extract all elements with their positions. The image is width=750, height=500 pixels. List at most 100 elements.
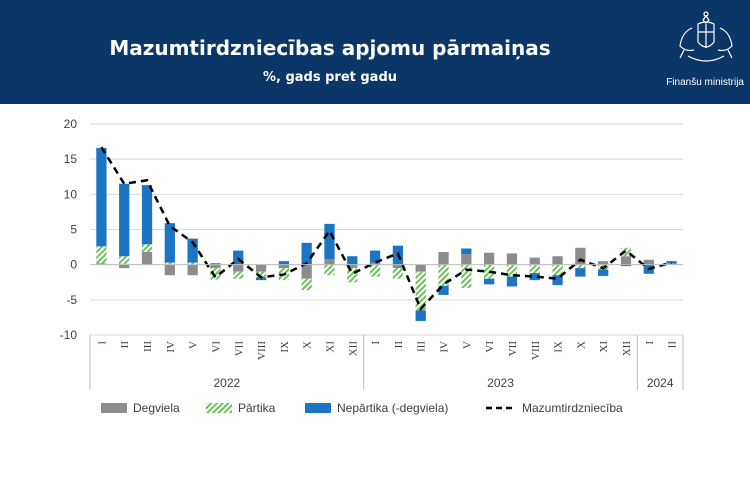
month-label: I — [370, 341, 382, 345]
month-label: II — [393, 341, 405, 349]
food-bar — [506, 264, 518, 277]
nonfood-bar — [461, 248, 472, 255]
nonfood-bar — [164, 223, 175, 263]
month-label: XI — [598, 341, 610, 353]
y-tick-label: -10 — [60, 328, 78, 342]
legend-label: Degviela — [133, 401, 180, 415]
fuel-bar — [529, 257, 540, 265]
nonfood-bar — [141, 185, 153, 245]
legend-swatch — [305, 403, 331, 413]
food-bar — [484, 264, 495, 279]
month-label: V — [188, 341, 200, 349]
fuel-bar — [347, 264, 358, 269]
fuel-bar — [461, 254, 472, 265]
fuel-bar — [620, 256, 632, 265]
month-label: VI — [210, 341, 222, 353]
nonfood-bar — [415, 310, 426, 321]
month-label: VIII — [256, 341, 268, 360]
fuel-bar — [210, 264, 221, 269]
nonfood-bar — [119, 183, 130, 257]
fuel-bar — [301, 264, 312, 279]
nonfood-bar — [552, 275, 563, 286]
food-bar — [552, 264, 563, 276]
fuel-bar — [415, 264, 426, 272]
nonfood-bar — [529, 273, 540, 281]
food-bar — [575, 264, 586, 269]
ministry-name: Finanšu ministrija — [666, 77, 744, 88]
month-label: IV — [439, 341, 451, 353]
legend-swatch — [101, 403, 127, 413]
food-bar — [210, 268, 221, 280]
legend-swatch — [206, 403, 232, 413]
legend-label: Pārtika — [238, 401, 276, 415]
nonfood-bar — [506, 276, 518, 287]
food-bar — [301, 278, 312, 290]
retail-total-line — [100, 146, 672, 312]
food-bar — [164, 262, 175, 265]
fuel-bar — [506, 253, 518, 265]
y-tick-label: 5 — [70, 223, 77, 237]
month-label: VI — [484, 341, 496, 353]
food-bar — [187, 262, 198, 265]
food-bar — [141, 244, 153, 253]
food-bar — [461, 264, 472, 288]
nonfood-bar — [620, 264, 632, 267]
nonfood-bar — [301, 242, 312, 265]
fuel-bar — [575, 247, 586, 265]
fuel-bar — [141, 252, 153, 265]
month-label: IX — [553, 341, 565, 353]
nonfood-bar — [210, 263, 221, 265]
nonfood-bar — [255, 277, 267, 281]
month-label: I — [644, 341, 656, 345]
food-bar — [529, 264, 540, 274]
nonfood-bar — [484, 278, 495, 285]
nonfood-bar — [438, 285, 449, 295]
food-bar — [119, 256, 130, 265]
nonfood-bar — [278, 261, 289, 265]
food-bar — [96, 246, 107, 264]
month-label: III — [416, 341, 428, 352]
year-label: 2023 — [487, 376, 514, 390]
month-label: VII — [507, 341, 519, 357]
month-label: XI — [325, 341, 337, 353]
nonfood-bar — [369, 250, 381, 263]
food-bar — [347, 268, 358, 283]
fuel-bar — [552, 256, 563, 265]
month-label: VIII — [530, 341, 542, 360]
chart-subtitle: %, gads pret gadu — [262, 70, 398, 85]
fuel-bar — [119, 264, 130, 269]
month-label: IV — [165, 341, 177, 353]
fuel-bar — [438, 252, 449, 265]
food-bar — [415, 271, 426, 311]
fuel-bar — [255, 264, 267, 272]
month-label: V — [461, 341, 473, 349]
year-label: 2024 — [647, 376, 674, 390]
fuel-bar — [164, 264, 175, 276]
nonfood-bar — [575, 268, 586, 277]
fuel-bar — [392, 264, 404, 269]
month-label: X — [575, 341, 587, 349]
food-bar — [438, 264, 449, 286]
nonfood-bar — [598, 269, 609, 276]
y-tick-label: -5 — [66, 293, 77, 307]
month-label: VII — [233, 341, 245, 357]
food-bar — [324, 264, 335, 276]
legend-label: Mazumtirdzniecība — [522, 401, 623, 415]
fuel-bar — [484, 252, 495, 265]
month-label: XII — [347, 341, 359, 357]
fuel-bar — [643, 259, 654, 265]
header-banner: Mazumtirdzniecības apjomu pārmaiņas %, g… — [0, 0, 750, 104]
fuel-bar — [233, 264, 244, 272]
y-tick-label: 15 — [64, 152, 78, 166]
month-label: II — [119, 341, 131, 349]
fuel-bar — [278, 264, 289, 269]
month-label: III — [142, 341, 154, 352]
food-bar — [255, 271, 267, 278]
fuel-bar — [96, 263, 107, 265]
legend-label: Nepārtika (-degviela) — [337, 401, 448, 415]
chart-title: Mazumtirdzniecības apjomu pārmaiņas — [109, 36, 551, 60]
nonfood-bar — [324, 223, 335, 260]
month-label: II — [667, 341, 679, 349]
fuel-bar — [666, 263, 677, 265]
